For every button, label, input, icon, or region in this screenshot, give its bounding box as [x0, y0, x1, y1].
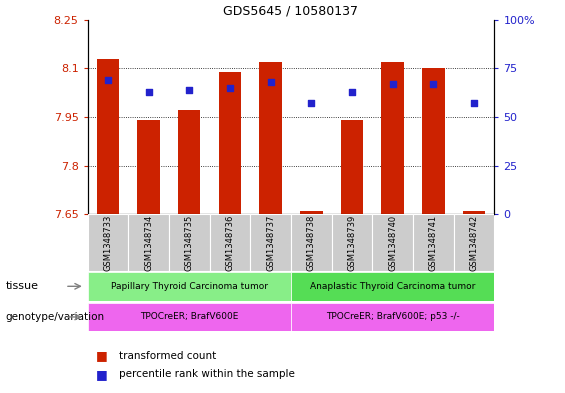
- Point: [144, 88, 153, 95]
- Text: GSM1348736: GSM1348736: [225, 215, 234, 271]
- FancyBboxPatch shape: [454, 214, 494, 271]
- Text: TPOCreER; BrafV600E: TPOCreER; BrafV600E: [140, 312, 238, 321]
- Bar: [137, 120, 160, 214]
- Text: transformed count: transformed count: [119, 351, 216, 361]
- Point: [470, 100, 479, 107]
- Point: [185, 86, 194, 93]
- Text: GSM1348741: GSM1348741: [429, 215, 438, 271]
- Bar: [219, 72, 241, 214]
- Point: [429, 81, 438, 87]
- FancyBboxPatch shape: [413, 214, 454, 271]
- FancyBboxPatch shape: [88, 303, 291, 331]
- FancyBboxPatch shape: [291, 214, 332, 271]
- Point: [103, 77, 112, 83]
- Text: GSM1348733: GSM1348733: [103, 215, 112, 271]
- Text: GSM1348738: GSM1348738: [307, 215, 316, 271]
- FancyBboxPatch shape: [88, 272, 291, 301]
- Text: GSM1348742: GSM1348742: [470, 215, 479, 271]
- Text: TPOCreER; BrafV600E; p53 -/-: TPOCreER; BrafV600E; p53 -/-: [326, 312, 459, 321]
- Point: [347, 88, 357, 95]
- Text: Anaplastic Thyroid Carcinoma tumor: Anaplastic Thyroid Carcinoma tumor: [310, 282, 475, 291]
- FancyBboxPatch shape: [291, 303, 494, 331]
- FancyBboxPatch shape: [250, 214, 291, 271]
- FancyBboxPatch shape: [210, 214, 250, 271]
- Text: GSM1348740: GSM1348740: [388, 215, 397, 271]
- Text: GSM1348734: GSM1348734: [144, 215, 153, 271]
- Bar: [300, 211, 323, 214]
- Text: GSM1348737: GSM1348737: [266, 215, 275, 271]
- Bar: [381, 62, 404, 214]
- Text: Papillary Thyroid Carcinoma tumor: Papillary Thyroid Carcinoma tumor: [111, 282, 268, 291]
- Bar: [259, 62, 282, 214]
- Bar: [178, 110, 201, 214]
- Point: [388, 81, 397, 87]
- Text: percentile rank within the sample: percentile rank within the sample: [119, 369, 294, 379]
- Text: GSM1348739: GSM1348739: [347, 215, 357, 271]
- Title: GDS5645 / 10580137: GDS5645 / 10580137: [224, 4, 358, 17]
- Bar: [97, 59, 119, 214]
- FancyBboxPatch shape: [291, 272, 494, 301]
- FancyBboxPatch shape: [169, 214, 210, 271]
- Bar: [422, 68, 445, 214]
- FancyBboxPatch shape: [88, 214, 128, 271]
- Bar: [341, 120, 363, 214]
- Text: genotype/variation: genotype/variation: [6, 312, 105, 322]
- Text: tissue: tissue: [6, 281, 38, 291]
- Bar: [463, 211, 485, 214]
- Text: ■: ■: [96, 349, 108, 362]
- FancyBboxPatch shape: [372, 214, 413, 271]
- Point: [225, 84, 234, 91]
- Text: ■: ■: [96, 367, 108, 381]
- Point: [266, 79, 275, 85]
- FancyBboxPatch shape: [332, 214, 372, 271]
- FancyBboxPatch shape: [128, 214, 169, 271]
- Point: [307, 100, 316, 107]
- Text: GSM1348735: GSM1348735: [185, 215, 194, 271]
